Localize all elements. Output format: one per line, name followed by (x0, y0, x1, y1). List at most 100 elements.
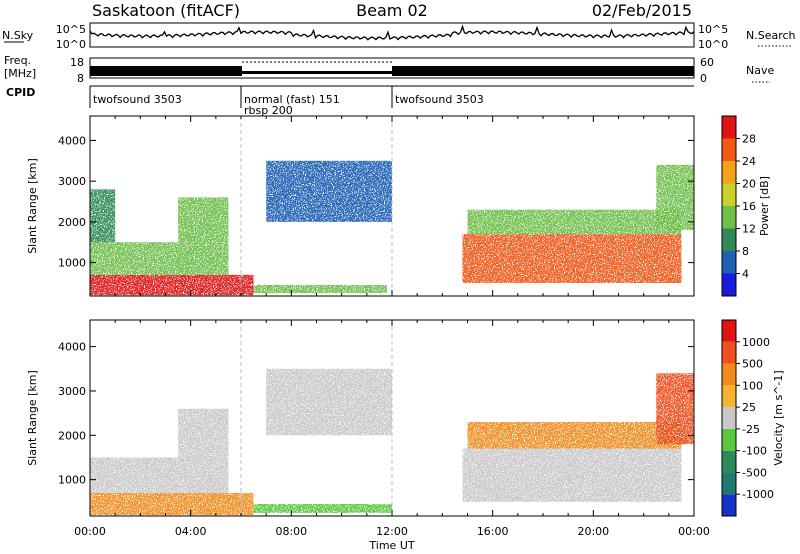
colorbar-swatch-4 (722, 407, 736, 429)
ytick-label-0: 1000 (58, 257, 86, 270)
xtick-label-3: 12:00 (376, 525, 408, 538)
velocity-region-7 (656, 373, 694, 445)
velocity-region-0 (90, 492, 254, 516)
xtick-label-5: 20:00 (577, 525, 609, 538)
velocity-axes: 1000 2000 3000 4000 00:00 04:00 08:00 12:00 16:0… (58, 320, 710, 538)
colorbar-label-7: -1000 (742, 488, 774, 501)
freq-tick-top: 18 (70, 56, 84, 69)
velocity-region-3 (266, 368, 392, 436)
date-title: 02/Feb/2015 (592, 1, 692, 20)
station-title: Saskatoon (fitACF) (92, 1, 240, 20)
colorbar-swatch-4 (722, 183, 736, 206)
freq-band-late (392, 66, 694, 76)
ytick-label-1: 2000 (58, 429, 86, 442)
freq-band-early (90, 66, 242, 76)
velocity-region-4 (253, 504, 392, 513)
nsky-trace (89, 24, 695, 41)
power-region-5 (253, 285, 387, 294)
ytick-label-2: 3000 (58, 175, 86, 188)
colorbar-frame (721, 319, 737, 517)
freq-tick-bottom: 8 (77, 72, 84, 85)
ytick-label-1: 2000 (58, 216, 86, 229)
power-region-3 (178, 197, 229, 243)
time-axis-label: Time UT (368, 539, 414, 552)
colorbar-swatch-5 (722, 385, 736, 408)
colorbar-swatch-8 (722, 320, 736, 342)
power-region-7 (467, 209, 682, 235)
colorbar-label-6: 4 (742, 268, 749, 281)
freq-band-mid (242, 71, 392, 74)
velocity-region-5 (462, 448, 682, 502)
velocity-region-2 (178, 408, 229, 458)
colorbar-label-4: -25 (742, 423, 760, 436)
colorbar-swatch-3 (722, 206, 736, 229)
colorbar-swatch-3 (722, 428, 736, 451)
colorbar-label-0: 28 (742, 133, 756, 146)
colorbar-swatch-7 (722, 116, 736, 139)
colorbar-swatch-2 (722, 228, 736, 251)
power-region-4 (266, 160, 392, 222)
beam-title: Beam 02 (356, 1, 428, 20)
cpid-label-2-0: twofsound 3503 (395, 93, 484, 106)
power-ylabel: Slant Range [km] (26, 158, 39, 254)
ytick-label-3: 4000 (58, 134, 86, 147)
xtick-label-2: 08:00 (275, 525, 307, 538)
ytick-label-0: 1000 (58, 474, 86, 487)
colorbar-swatch-1 (722, 251, 736, 274)
colorbar-label-3: 16 (742, 200, 756, 213)
colorbar-swatch-5 (722, 161, 736, 184)
colorbar-swatch-0 (722, 494, 736, 516)
colorbar-label-6: -500 (742, 466, 767, 479)
colorbar-swatch-6 (722, 138, 736, 161)
power-axes: 1000 2000 3000 4000 (58, 116, 695, 296)
cpid-label: CPID (6, 86, 35, 99)
power-region-0 (90, 274, 254, 296)
nave-tick-top: 60 (700, 56, 714, 69)
nsky-tick-top: 10^5 (56, 23, 86, 36)
colorbar-label-2: 100 (742, 379, 763, 392)
power-region-6 (462, 234, 682, 283)
velocity-region-1 (90, 457, 229, 493)
xtick-label-0: 00:00 (74, 525, 106, 538)
velocity-colorbar: 1000 500 100 25 -25 -100 -500 -1000 (721, 319, 774, 517)
nsearch-tick-bottom: 10^0 (698, 38, 728, 51)
ytick-label-3: 4000 (58, 341, 86, 354)
colorbar-swatch-2 (722, 450, 736, 473)
xtick-label-4: 16:00 (477, 525, 509, 538)
colorbar-swatch-6 (722, 363, 736, 386)
colorbar-label-5: 8 (742, 245, 749, 258)
power-colorbar: 28 24 20 16 12 8 4 (721, 115, 756, 297)
power-region-8 (656, 164, 694, 231)
colorbar-label-0: 1000 (742, 336, 770, 349)
power-region-2 (90, 189, 116, 243)
power-region-1 (90, 242, 229, 275)
velocity-ylabel: Slant Range [km] (26, 370, 39, 466)
cpid-label-1-0: normal (fast) 151 (244, 93, 340, 106)
nsky-label: N.Sky (2, 29, 34, 42)
power-colorbar-label: Power [dB] (758, 176, 771, 236)
xtick-label-6: 00:00 (678, 525, 710, 538)
nsearch-label: N.Search (746, 29, 796, 42)
colorbar-label-3: 25 (742, 401, 756, 414)
velocity-colorbar-label: Velocity [m s^-1] (772, 370, 785, 465)
colorbar-swatch-7 (722, 341, 736, 364)
colorbar-label-1: 24 (742, 155, 756, 168)
colorbar-swatch-0 (722, 273, 736, 296)
colorbar-swatch-1 (722, 472, 736, 495)
ytick-label-2: 3000 (58, 385, 86, 398)
velocity-region-6 (467, 421, 682, 449)
nave-tick-bottom: 0 (700, 72, 707, 85)
freq-unit-label: [MHz] (4, 67, 36, 80)
nave-label: Nave (746, 64, 774, 77)
freq-label: Freq. (4, 54, 31, 67)
cpid-label-0-0: twofsound 3503 (93, 93, 182, 106)
velocity-heatmap (90, 368, 694, 516)
colorbar-label-4: 12 (742, 223, 756, 236)
power-heatmap (90, 160, 694, 296)
xtick-label-1: 04:00 (175, 525, 207, 538)
nsky-tick-bottom: 10^0 (56, 38, 86, 51)
colorbar-label-2: 20 (742, 178, 756, 191)
nsky-panel-frame (89, 22, 695, 48)
